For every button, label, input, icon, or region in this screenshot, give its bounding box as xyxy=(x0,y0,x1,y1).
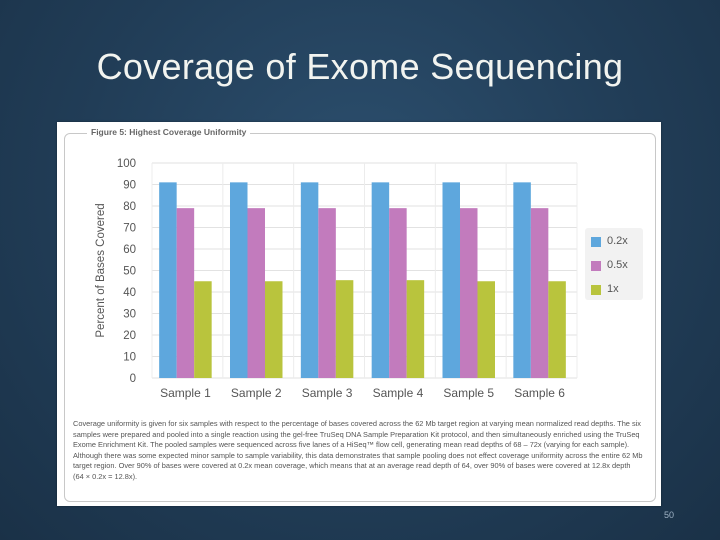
x-tick-label: Sample 4 xyxy=(373,386,424,400)
bar-1x-sample-5 xyxy=(477,281,495,378)
bar-1x-sample-2 xyxy=(265,281,283,378)
bar-0-5x-sample-5 xyxy=(460,208,478,378)
y-tick-label: 40 xyxy=(123,287,136,299)
slide-title: Coverage of Exome Sequencing xyxy=(96,46,624,87)
bar-0-2x-sample-3 xyxy=(300,182,319,378)
page-number: 50 xyxy=(664,510,675,520)
legend-swatch-0-2x xyxy=(591,237,601,247)
bar-0-5x-sample-3 xyxy=(318,208,336,378)
bar-0-2x-sample-2 xyxy=(230,182,248,378)
legend-item-0-2x: 0.2x xyxy=(585,235,643,249)
y-tick-label: 20 xyxy=(123,330,136,342)
figure-caption: Coverage uniformity is given for six sam… xyxy=(73,419,643,481)
bar-0-2x-sample-1 xyxy=(159,182,177,378)
x-tick-label: Sample 5 xyxy=(443,386,494,400)
bar-1x-sample-4 xyxy=(406,280,425,378)
y-tick-label: 30 xyxy=(123,309,136,321)
figure-heading: Figure 5: Highest Coverage Uniformity xyxy=(87,127,251,137)
bar-0-5x-sample-1 xyxy=(176,208,195,378)
bar-chart: 0 10 20 30 40 50 60 70 80 90 100 Percent of Bases C… xyxy=(95,158,578,400)
bar-0-5x-sample-6 xyxy=(530,208,549,378)
bar-0-5x-sample-2 xyxy=(247,208,265,378)
legend-item-0-5x: 0.5x xyxy=(585,259,643,273)
x-tick-label: Sample 6 xyxy=(514,386,565,400)
y-tick-label: 100 xyxy=(117,158,136,170)
bar-1x-sample-6 xyxy=(548,281,566,378)
y-tick-label: 70 xyxy=(123,223,136,235)
legend-label-1x: 1x xyxy=(607,283,619,295)
y-tick-label: 60 xyxy=(123,244,136,256)
figure-card: Figure 5: Highest Coverage Uniformity 0 1… xyxy=(57,122,661,506)
legend-item-1x: 1x xyxy=(585,283,643,297)
chart-legend: 0.2x 0.5x 1x xyxy=(585,228,643,300)
x-tick-label: Sample 1 xyxy=(160,386,211,400)
bar-0-2x-sample-5 xyxy=(442,182,460,378)
figure-frame xyxy=(64,133,656,502)
bar-0-5x-sample-4 xyxy=(389,208,407,378)
y-tick-label: 50 xyxy=(123,266,136,278)
y-axis-title: Percent of Bases Covered xyxy=(95,203,107,337)
y-tick-label: 10 xyxy=(123,352,136,364)
bar-0-2x-sample-4 xyxy=(371,182,390,378)
bar-1x-sample-3 xyxy=(335,280,354,378)
x-tick-label: Sample 2 xyxy=(231,386,282,400)
legend-swatch-0-5x xyxy=(591,261,601,271)
legend-label-0-5x: 0.5x xyxy=(607,259,628,271)
bar-1x-sample-1 xyxy=(194,281,212,378)
y-tick-label: 80 xyxy=(123,201,136,213)
legend-label-0-2x: 0.2x xyxy=(607,235,628,247)
legend-swatch-1x xyxy=(591,285,601,295)
bar-0-2x-sample-6 xyxy=(513,182,531,378)
y-tick-label: 90 xyxy=(123,180,136,192)
y-tick-label: 0 xyxy=(130,373,136,385)
x-tick-label: Sample 3 xyxy=(302,386,353,400)
